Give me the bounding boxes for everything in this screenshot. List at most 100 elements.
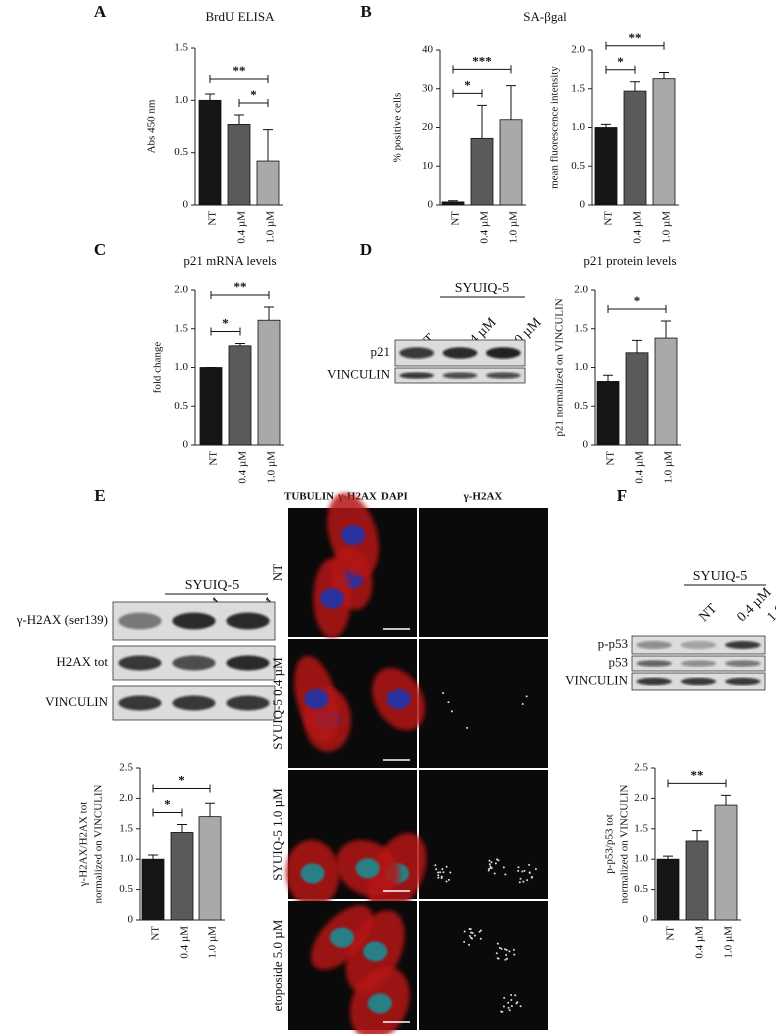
x-tick-label: 0.4 µM	[694, 926, 706, 959]
error-bar	[477, 104, 487, 139]
foci	[505, 954, 508, 957]
foci	[437, 876, 440, 879]
panel-letter: B	[360, 2, 371, 21]
blot-band	[399, 347, 434, 359]
error-bar	[263, 129, 273, 162]
significance-bracket	[152, 808, 183, 817]
error-bar	[632, 339, 642, 353]
bar	[198, 816, 222, 921]
foci	[445, 865, 448, 868]
error-bar	[205, 93, 215, 101]
blot-band	[486, 372, 521, 379]
nucleus	[367, 993, 392, 1014]
foci	[487, 869, 490, 872]
y-tick-label: 1.5	[634, 822, 648, 834]
y-tick-label: 0	[128, 914, 134, 926]
blot-band	[636, 641, 672, 649]
foci	[439, 871, 442, 874]
error-bar	[601, 123, 611, 128]
blot-band	[118, 655, 162, 671]
x-tick-label: NT	[450, 211, 462, 226]
y-tick-label: 40	[422, 44, 434, 56]
y-tick-label: 20	[422, 121, 434, 133]
significance-bracket	[607, 305, 667, 313]
blot-row-label: VINCULIN	[327, 366, 390, 381]
foci	[466, 726, 469, 729]
bar-chart: p21 protein levels 0 0.5 1.0 1.5 2.0 p21 norma…	[554, 253, 681, 484]
blot-band	[725, 660, 761, 667]
blot-band	[725, 641, 761, 649]
y-axis-label: normalized on VINCULIN	[619, 784, 631, 903]
y-axis-label: % positive cells	[392, 93, 404, 163]
foci	[517, 866, 520, 869]
bar	[198, 99, 222, 206]
foci	[498, 946, 501, 949]
y-tick-label: 0	[183, 439, 189, 451]
image-gh2ax	[419, 508, 548, 637]
x-tick-label: 0.4 µM	[632, 211, 644, 244]
foci	[489, 866, 492, 869]
foci	[525, 695, 528, 698]
blot-row-label: VINCULIN	[565, 672, 628, 687]
error-bar	[721, 794, 731, 806]
bar	[623, 90, 647, 206]
row-label: NT	[270, 564, 285, 581]
blot-band	[442, 372, 478, 379]
foci	[435, 868, 438, 871]
foci	[479, 937, 482, 940]
x-tick-label: NT	[603, 211, 615, 226]
nucleus	[304, 688, 329, 709]
foci	[488, 859, 491, 862]
x-tick-label: 1.0 µM	[661, 211, 673, 244]
foci	[515, 1002, 518, 1005]
error-bar	[603, 374, 613, 382]
significance-label: *	[617, 54, 624, 69]
error-bar	[659, 71, 669, 79]
bar-chart: SA-βgal 0 10 20 30 40 % positive cells NT 0.4 µM…	[392, 9, 568, 244]
significance-bracket	[238, 98, 269, 107]
foci	[531, 875, 534, 878]
error-bar	[448, 200, 458, 202]
foci	[463, 940, 466, 943]
bar	[441, 201, 465, 206]
bar	[170, 832, 194, 921]
significance-bracket	[452, 65, 512, 74]
blot-band	[680, 641, 717, 649]
x-tick-label: 1.0 µM	[723, 926, 735, 959]
bar	[141, 858, 165, 921]
y-axis-label: normalized on VINCULIN	[93, 784, 105, 903]
y-tick-label: 1.5	[574, 322, 588, 334]
foci	[500, 1010, 503, 1013]
blot-group-label: SYUIQ-5	[185, 578, 239, 593]
blot-band	[486, 347, 521, 359]
y-tick-label: 1.0	[174, 361, 188, 373]
nucleus	[300, 863, 325, 884]
foci	[514, 994, 517, 997]
significance-label: *	[634, 293, 641, 308]
foci	[449, 871, 452, 874]
foci	[434, 864, 437, 867]
significance-bracket	[605, 65, 636, 74]
x-tick-label: 0.4 µM	[179, 926, 191, 959]
significance-bracket	[452, 89, 483, 98]
error-bar	[235, 342, 245, 346]
foci	[495, 952, 498, 955]
blot-band	[636, 660, 672, 667]
channel-label: γ-H2AX	[463, 491, 503, 503]
blot-row-label: p21	[371, 344, 391, 359]
y-tick-label: 0.5	[119, 883, 133, 895]
significance-label: ***	[472, 53, 492, 68]
bar	[714, 804, 738, 921]
significance-label: *	[250, 87, 257, 102]
y-tick-label: 0	[183, 199, 189, 211]
y-tick-label: 2.0	[574, 284, 588, 296]
foci	[469, 928, 472, 931]
y-tick-label: 0.5	[174, 400, 188, 412]
significance-bracket	[209, 74, 269, 83]
nucleus	[355, 858, 380, 879]
error-bar	[148, 854, 158, 860]
x-tick-label: 0.4 µM	[634, 451, 646, 484]
y-tick-label: 1.0	[571, 121, 585, 133]
bar	[499, 119, 523, 206]
